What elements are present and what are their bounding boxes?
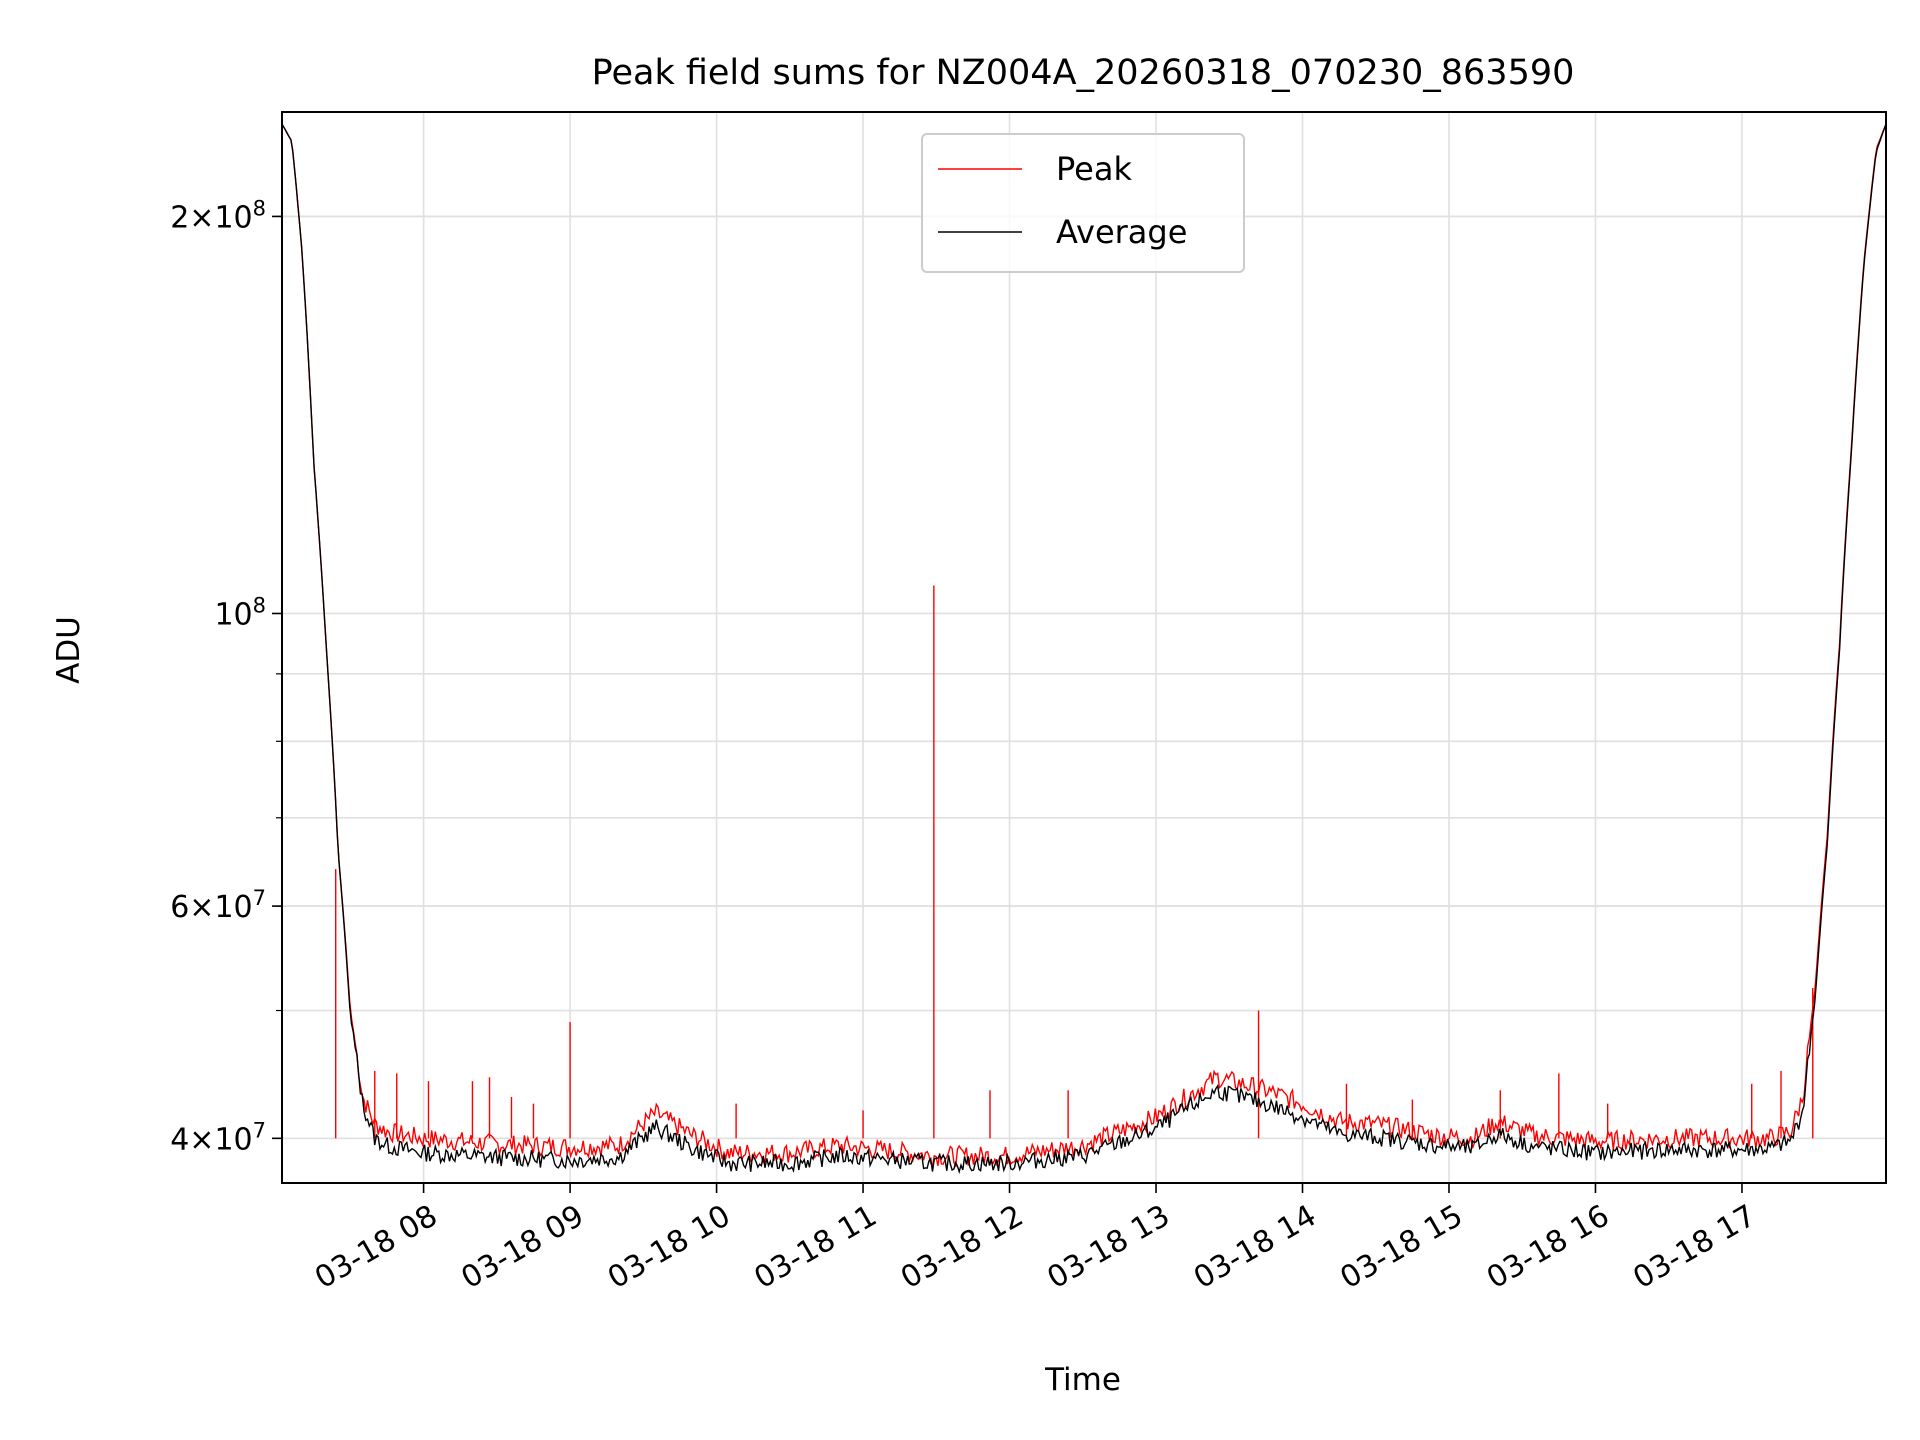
grid-lines (282, 112, 1886, 1183)
legend: Peak Average (921, 133, 1245, 273)
y-tick-label: 4×107 (170, 1118, 266, 1157)
plot-frame (281, 111, 1887, 1184)
y-tick-label: 6×107 (170, 886, 266, 925)
plot-area (282, 123, 1886, 1175)
series-line-peak (282, 123, 1886, 1169)
y-tick-label: 108 (214, 593, 266, 632)
chart-title: Peak field sums for NZ004A_20260318_0702… (592, 53, 1575, 93)
legend-label: Average (1056, 213, 1187, 251)
y-axis-label: ADU (51, 616, 87, 684)
series-line-average (282, 123, 1886, 1175)
y-tick-label: 2×108 (170, 196, 266, 235)
x-axis-label: Time (1044, 1362, 1121, 1398)
legend-label: Peak (1056, 150, 1132, 188)
